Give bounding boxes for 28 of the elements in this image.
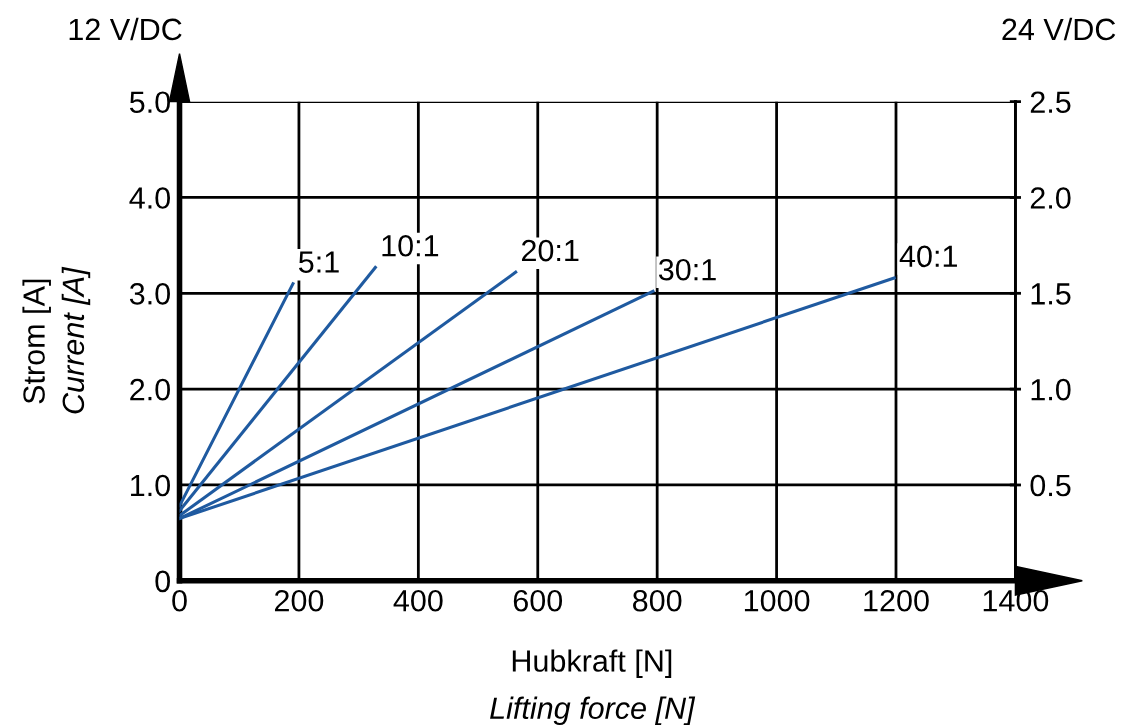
series-label: 5:1 bbox=[298, 251, 339, 273]
y-axis-title: Strom [A] Current [A] bbox=[22, 266, 91, 414]
series-label: 40:1 bbox=[899, 245, 957, 268]
text: 24 V/DC bbox=[1002, 17, 1116, 41]
y2-tick-label: 1.0 bbox=[1031, 378, 1071, 401]
x-tick-label: 1200 bbox=[864, 589, 929, 612]
x-tick-label: 1400 bbox=[983, 589, 1049, 612]
x-tick-label: 0 bbox=[172, 589, 187, 612]
y2-tick-label: 2.5 bbox=[1030, 91, 1071, 114]
y-tick-label: 2.0 bbox=[130, 378, 170, 401]
series-label: 10:1 bbox=[382, 234, 439, 257]
x-axis-title: Hubkraft [N] Lifting force [N] bbox=[490, 649, 696, 726]
series-label: 20:1 bbox=[521, 239, 579, 262]
y-tick-label: 4.0 bbox=[129, 187, 170, 209]
series-label: 30:1 bbox=[658, 258, 716, 281]
y2-tick-label: 1.5 bbox=[1031, 283, 1071, 305]
x-tick-label: 1000 bbox=[744, 589, 810, 612]
x-tick-label: 200 bbox=[274, 589, 324, 612]
y2-tick-label: 2.0 bbox=[1030, 187, 1071, 209]
text: 12 V/DC bbox=[69, 17, 182, 41]
x-tick-label: 800 bbox=[633, 589, 682, 612]
y-tick-label: 5.0 bbox=[129, 91, 170, 114]
y-tick-label: 0 bbox=[155, 570, 170, 593]
y-tick-label: 1.0 bbox=[131, 474, 170, 497]
y-tick-label: 3.0 bbox=[129, 283, 170, 305]
x-tick-label: 400 bbox=[393, 589, 443, 612]
x-tick-label: 600 bbox=[513, 589, 563, 612]
y2-tick-label: 0.5 bbox=[1030, 474, 1071, 497]
